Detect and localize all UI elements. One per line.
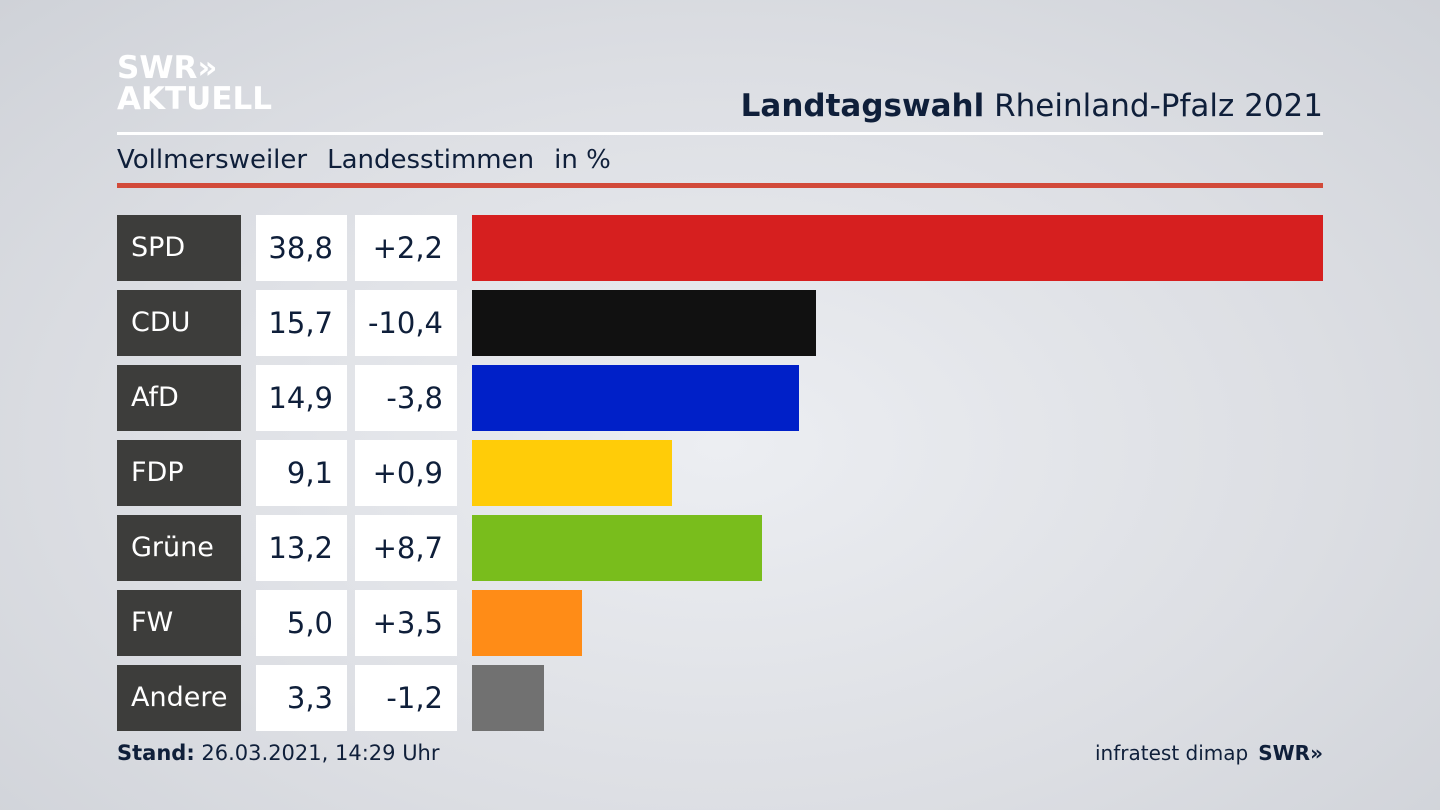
bar-row: SPD 38,8 +2,2 [117, 215, 1323, 281]
diff-label: +2,2 [355, 215, 457, 281]
subtitle: Vollmersweiler Landesstimmen in % [117, 145, 631, 175]
value-label: 13,2 [256, 515, 347, 581]
bar-row: CDU 15,7 -10,4 [117, 290, 1323, 356]
logo-line1: SWR» [117, 50, 218, 86]
title-bold: Landtagswahl [740, 88, 985, 124]
bar-row: Andere 3,3 -1,2 [117, 665, 1323, 731]
chart-title: Landtagswahl Rheinland-Pfalz 2021 [741, 88, 1323, 124]
bar [472, 365, 799, 431]
stand-value: 26.03.2021, 14:29 Uhr [201, 741, 440, 765]
diff-label: +0,9 [355, 440, 457, 506]
value-label: 3,3 [256, 665, 347, 731]
swr-brand: SWR» [1258, 741, 1323, 765]
bar-row: FDP 9,1 +0,9 [117, 440, 1323, 506]
value-label: 5,0 [256, 590, 347, 656]
diff-label: +3,5 [355, 590, 457, 656]
value-label: 38,8 [256, 215, 347, 281]
source: infratest dimap SWR» [1095, 741, 1323, 765]
subtitle-type: Landesstimmen [327, 145, 535, 175]
bar [472, 590, 582, 656]
swr-aktuell-logo: SWR» AKTUELL [117, 53, 272, 115]
party-label: Andere [117, 665, 241, 731]
value-label: 15,7 [256, 290, 347, 356]
subtitle-place: Vollmersweiler [117, 145, 308, 175]
party-label: FDP [117, 440, 241, 506]
bar [472, 665, 545, 731]
diff-label: +8,7 [355, 515, 457, 581]
value-label: 14,9 [256, 365, 347, 431]
party-label: CDU [117, 290, 241, 356]
divider [117, 132, 1323, 135]
bar [472, 290, 817, 356]
value-label: 9,1 [256, 440, 347, 506]
bar-row: FW 5,0 +3,5 [117, 590, 1323, 656]
accent-divider [117, 183, 1323, 188]
subtitle-unit: in % [554, 145, 611, 175]
diff-label: -10,4 [355, 290, 457, 356]
party-label: SPD [117, 215, 241, 281]
diff-label: -3,8 [355, 365, 457, 431]
bar-row: AfD 14,9 -3,8 [117, 365, 1323, 431]
party-label: FW [117, 590, 241, 656]
bar [472, 215, 1323, 281]
party-label: AfD [117, 365, 241, 431]
bar [472, 515, 762, 581]
diff-label: -1,2 [355, 665, 457, 731]
title-rest: Rheinland-Pfalz 2021 [994, 88, 1323, 124]
timestamp: Stand: 26.03.2021, 14:29 Uhr [117, 741, 440, 765]
party-label: Grüne [117, 515, 241, 581]
source-label: infratest dimap [1095, 741, 1249, 765]
bar-row: Grüne 13,2 +8,7 [117, 515, 1323, 581]
stand-label: Stand: [117, 741, 195, 765]
bar [472, 440, 672, 506]
logo-line2: AKTUELL [117, 81, 273, 117]
